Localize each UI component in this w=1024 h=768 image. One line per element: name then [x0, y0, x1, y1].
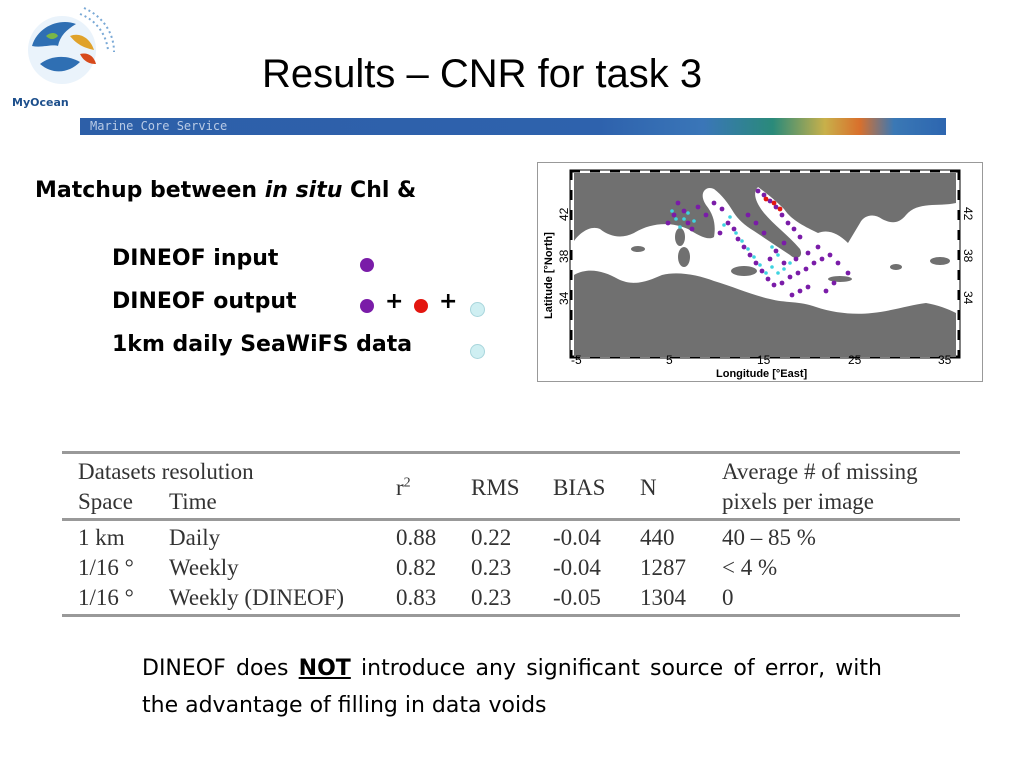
x-tick: 5	[666, 353, 673, 367]
header-banner	[80, 118, 946, 135]
x-axis-label: Longitude [°East]	[716, 368, 808, 380]
conclusion-note: DINEOF does NOT introduce any significan…	[142, 650, 882, 724]
banner-text: Marine Core Service	[90, 119, 228, 133]
legend-label-output: DINEOF output	[112, 289, 297, 314]
purple-dot-icon	[360, 299, 374, 313]
table-bottom-rule	[62, 614, 960, 617]
cell-rms: 0.23	[471, 555, 512, 580]
myocean-logo: MyOcean	[10, 6, 115, 114]
cell-space: 1/16 °	[78, 585, 134, 610]
header-bias: BIAS	[553, 475, 606, 500]
cell-time: Weekly	[169, 555, 239, 580]
slide-title: Results – CNR for task 3	[262, 52, 703, 96]
logo-wordmark: MyOcean	[12, 96, 69, 109]
y-tick-right: 42	[961, 207, 975, 221]
x-tick: 35	[938, 353, 952, 367]
cell-missing: < 4 %	[722, 555, 778, 580]
map-svg: -5 5 15 25 35 Longitude [°East] 42 38 34…	[543, 169, 975, 380]
cell-rms: 0.22	[471, 525, 512, 550]
cell-r2: 0.82	[396, 555, 437, 580]
table-header-rule	[62, 518, 960, 521]
y-tick-left: 34	[557, 291, 571, 305]
cell-rms: 0.23	[471, 585, 512, 610]
cell-n: 1304	[640, 585, 686, 610]
header-space: Space	[78, 489, 133, 514]
cell-missing: 40 – 85 %	[722, 525, 816, 550]
y-tick-left: 42	[557, 207, 571, 221]
purple-dot-icon	[360, 258, 374, 272]
matchup-prefix: Matchup between	[35, 178, 265, 203]
cell-r2: 0.83	[396, 585, 437, 610]
red-dot-icon	[414, 299, 428, 313]
x-tick: 25	[848, 353, 862, 367]
cell-time: Daily	[169, 525, 221, 550]
cell-missing: 0	[722, 585, 734, 610]
header-time: Time	[169, 489, 217, 514]
cell-r2: 0.88	[396, 525, 437, 550]
header-missing-line1: Average # of missing	[722, 459, 918, 484]
cell-space: 1 km	[78, 525, 125, 550]
results-table: Datasets resolution Average # of missing…	[62, 451, 960, 619]
x-tick: -5	[571, 353, 582, 367]
cyan-dot-icon	[470, 344, 485, 359]
cell-space: 1/16 °	[78, 555, 134, 580]
x-tick: 15	[757, 353, 771, 367]
matchup-heading: Matchup between in situ Chl &	[35, 178, 416, 203]
note-before: DINEOF does	[142, 656, 299, 681]
matchup-points	[665, 188, 851, 298]
plus-sign: +	[385, 289, 404, 314]
header-r2: r2	[396, 475, 411, 500]
cell-n: 440	[640, 525, 675, 550]
y-axis-label: Latitude [°North]	[543, 232, 555, 319]
cell-bias: -0.04	[553, 525, 601, 550]
cyan-dot-icon	[470, 302, 485, 317]
legend-label-input: DINEOF input	[112, 246, 279, 271]
y-tick-right: 34	[961, 291, 975, 305]
table-top-rule	[62, 451, 960, 454]
header-datasets-resolution: Datasets resolution	[78, 459, 254, 484]
y-tick-right: 38	[961, 249, 975, 263]
y-tick-left: 38	[557, 249, 571, 263]
header-missing-line2: pixels per image	[722, 489, 875, 514]
note-after: introduce any significant source of erro…	[142, 656, 882, 718]
matchup-suffix: Chl &	[342, 178, 417, 203]
cell-bias: -0.05	[553, 585, 601, 610]
cell-time: Weekly (DINEOF)	[169, 585, 345, 610]
cell-n: 1287	[640, 555, 686, 580]
matchup-italic: in situ	[264, 178, 343, 203]
note-emphasis: NOT	[298, 656, 351, 681]
header-rms: RMS	[471, 475, 520, 500]
header-n: N	[640, 475, 657, 500]
plus-sign: +	[439, 289, 458, 314]
cell-bias: -0.04	[553, 555, 601, 580]
legend-label-seawifs: 1km daily SeaWiFS data	[112, 332, 413, 357]
mediterranean-map-figure: -5 5 15 25 35 Longitude [°East] 42 38 34…	[537, 162, 983, 382]
